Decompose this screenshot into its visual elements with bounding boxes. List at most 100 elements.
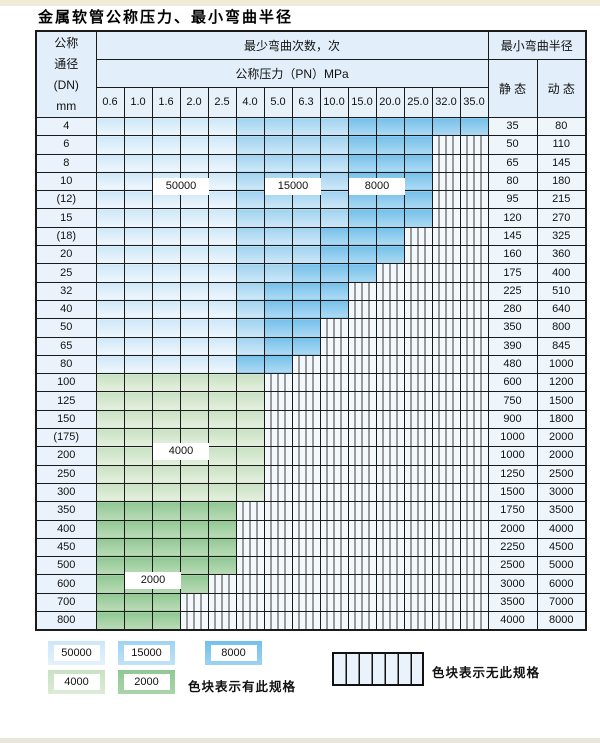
no-spec-cell — [431, 135, 461, 155]
pressure-tick: 35.0 — [459, 87, 489, 118]
no-spec-cell — [319, 537, 349, 558]
spec-cell-4000 — [235, 391, 265, 411]
no-spec-cell — [459, 501, 489, 521]
no-spec-cell — [375, 391, 405, 411]
spec-cell-4000 — [179, 373, 209, 393]
legend-swatch-label: 15000 — [123, 645, 170, 661]
pressure-tick: 32.0 — [431, 87, 461, 118]
no-spec-cell — [431, 318, 461, 338]
spec-cell-4000 — [207, 373, 237, 393]
no-spec-cell — [347, 537, 377, 558]
spec-cell-8000 — [403, 153, 433, 173]
spec-cell-50000 — [95, 153, 125, 173]
spec-cell-4000 — [179, 391, 209, 411]
spec-cell-15000 — [263, 116, 293, 137]
spec-cell-2000 — [95, 592, 125, 613]
no-spec-cell — [375, 428, 405, 448]
no-spec-cell — [235, 611, 265, 631]
spec-cell-15000 — [235, 208, 265, 228]
spec-cell-4000 — [123, 464, 153, 484]
dn-header: 公称 通径 (DN) mm — [35, 30, 97, 118]
spec-cell-8000 — [347, 153, 377, 173]
no-spec-cell — [459, 556, 489, 576]
pressure-tick: 6.3 — [291, 87, 321, 118]
spec-cell-50000 — [179, 135, 209, 155]
spec-cell-8000 — [459, 116, 489, 137]
spec-cell-4000 — [151, 391, 181, 411]
dynamic-radius-cell: 5000 — [536, 556, 587, 576]
table-row: 500 2500 5000 — [35, 556, 587, 576]
table-row: 450 2250 4500 — [35, 537, 587, 558]
static-radius-cell: 350 — [487, 318, 538, 338]
spec-cell-8000 — [291, 318, 321, 338]
pressure-tick: 10.0 — [319, 87, 349, 118]
no-spec-cell — [347, 519, 377, 539]
spec-cell-50000 — [207, 318, 237, 338]
static-radius-cell: 50 — [487, 135, 538, 155]
spec-cell-50000 — [123, 208, 153, 228]
dynamic-radius-cell: 4500 — [536, 537, 587, 558]
spec-cell-15000 — [235, 281, 265, 301]
no-spec-cell — [459, 153, 489, 173]
static-radius-cell: 1000 — [487, 428, 538, 448]
dn-header-line2: 通径 — [54, 56, 79, 71]
no-spec-cell — [431, 482, 461, 503]
no-spec-cell — [431, 263, 461, 283]
spec-table: 公称 通径 (DN) mm 最少弯曲次数，次 最小弯曲半径 公称压力（PN）MP… — [35, 30, 587, 632]
spec-cell-50000 — [207, 226, 237, 247]
spec-cell-4000 — [151, 373, 181, 393]
dn-cell: 15 — [35, 208, 97, 228]
dn-cell: 150 — [35, 409, 97, 430]
spec-cell-50000 — [179, 281, 209, 301]
no-spec-cell — [291, 592, 321, 613]
spec-cell-15000 — [235, 116, 265, 137]
spec-cell-8000 — [403, 171, 433, 192]
dynamic-radius-cell: 80 — [536, 116, 587, 137]
static-radius-cell: 35 — [487, 116, 538, 137]
spec-cell-15000 — [235, 245, 265, 265]
spec-cell-50000 — [207, 245, 237, 265]
no-spec-cell — [375, 482, 405, 503]
dynamic-radius-cell: 325 — [536, 226, 587, 247]
dynamic-radius-cell: 270 — [536, 208, 587, 228]
no-spec-cell — [459, 428, 489, 448]
header-bend-cycles: 最少弯曲次数，次 — [95, 30, 489, 60]
spec-cell-50000 — [151, 354, 181, 375]
spec-cell-4000 — [151, 464, 181, 484]
static-radius-cell: 1000 — [487, 446, 538, 466]
no-spec-cell — [319, 336, 349, 356]
spec-cell-15000 — [263, 263, 293, 283]
spec-cell-50000 — [179, 190, 209, 210]
dynamic-radius-cell: 6000 — [536, 574, 587, 594]
spec-cell-15000 — [235, 263, 265, 283]
page-top-margin — [0, 0, 600, 6]
dn-header-line4: mm — [56, 98, 77, 113]
dn-cell: (175) — [35, 428, 97, 448]
spec-cell-8000 — [263, 318, 293, 338]
spec-cell-50000 — [207, 281, 237, 301]
no-spec-cell — [431, 556, 461, 576]
no-spec-cell — [263, 556, 293, 576]
no-spec-cell — [319, 373, 349, 393]
spec-cell-2000 — [95, 501, 125, 521]
no-spec-cell — [291, 409, 321, 430]
no-spec-cell — [347, 318, 377, 338]
spec-cell-50000 — [95, 354, 125, 375]
spec-cell-8000 — [375, 245, 405, 265]
no-spec-cell — [459, 446, 489, 466]
pressure-tick: 25.0 — [403, 87, 433, 118]
spec-cell-15000 — [235, 135, 265, 155]
no-spec-cell — [431, 354, 461, 375]
spec-cell-2000 — [123, 537, 153, 558]
spec-cell-50000 — [179, 336, 209, 356]
legend-swatch-8000: 8000 — [205, 641, 262, 665]
spec-cell-8000 — [375, 116, 405, 137]
static-radius-cell: 750 — [487, 391, 538, 411]
spec-cell-50000 — [151, 281, 181, 301]
spec-cell-50000 — [207, 135, 237, 155]
spec-cell-4000 — [207, 409, 237, 430]
no-spec-cell — [459, 611, 489, 631]
no-spec-cell — [403, 354, 433, 375]
dn-cell: 4 — [35, 116, 97, 137]
static-radius-cell: 390 — [487, 336, 538, 356]
